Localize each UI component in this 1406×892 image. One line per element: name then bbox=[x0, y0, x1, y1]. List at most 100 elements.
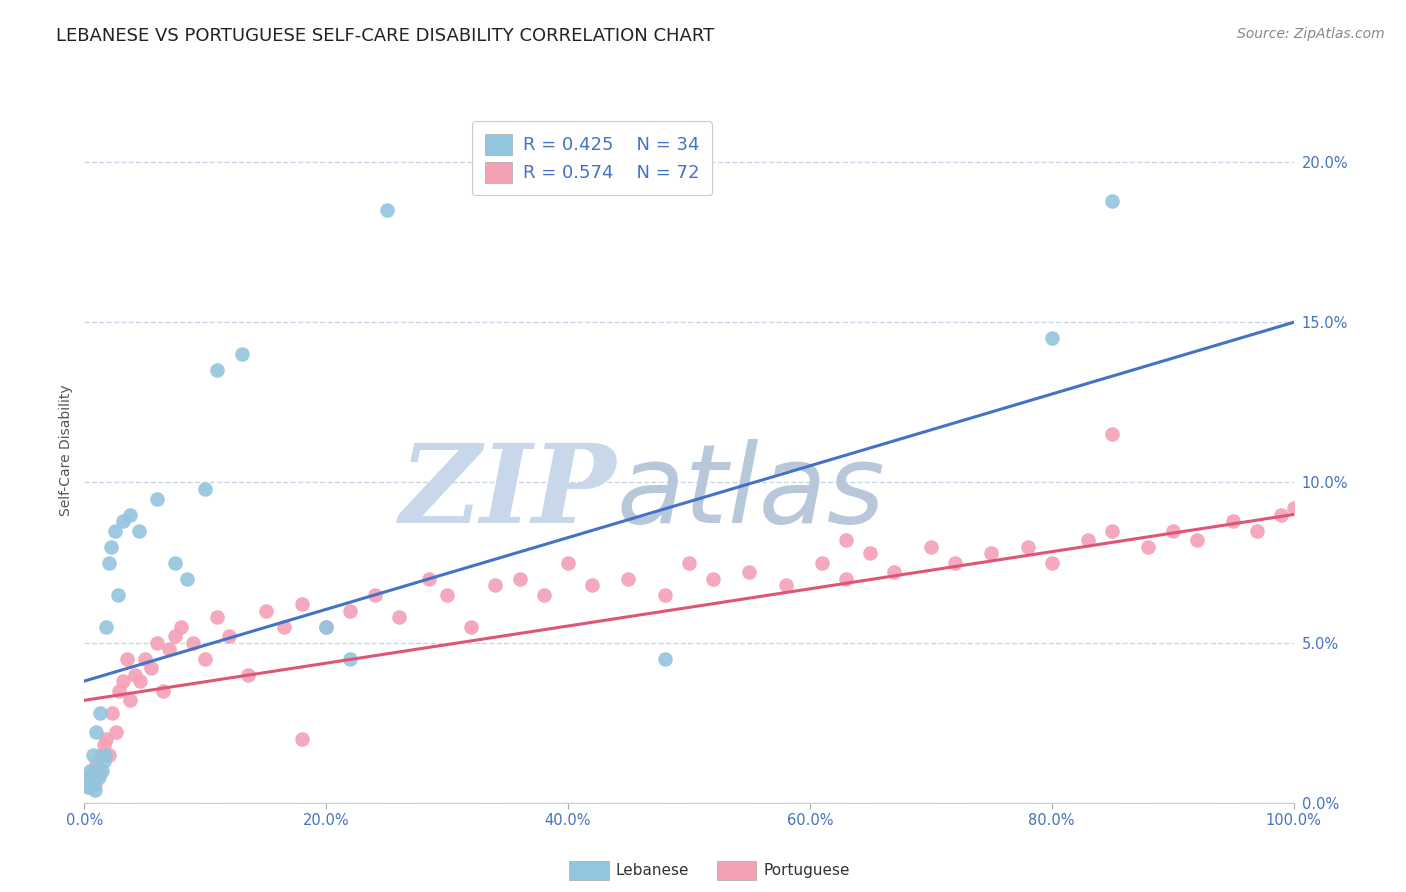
Point bbox=[509, 572, 531, 586]
Point bbox=[101, 706, 124, 720]
Point bbox=[883, 565, 905, 579]
Point bbox=[738, 565, 761, 579]
Point bbox=[129, 674, 152, 689]
Point bbox=[152, 683, 174, 698]
Point bbox=[77, 780, 100, 794]
Point bbox=[775, 578, 797, 592]
Point bbox=[112, 674, 135, 689]
Point bbox=[87, 767, 110, 781]
Point bbox=[90, 747, 112, 762]
Point bbox=[207, 363, 229, 377]
Point bbox=[165, 629, 187, 643]
Point bbox=[124, 667, 146, 681]
Point bbox=[181, 635, 204, 649]
Point bbox=[1101, 524, 1123, 538]
Point bbox=[104, 524, 127, 538]
Point bbox=[94, 747, 117, 762]
Point bbox=[100, 540, 122, 554]
Point bbox=[1017, 540, 1039, 554]
Point bbox=[77, 770, 100, 784]
Point bbox=[388, 610, 411, 624]
Point bbox=[97, 556, 120, 570]
Point bbox=[93, 738, 115, 752]
Point bbox=[1270, 508, 1292, 522]
Point bbox=[93, 754, 115, 768]
Point bbox=[315, 619, 337, 633]
Point bbox=[484, 578, 506, 592]
Point bbox=[86, 760, 108, 774]
Point bbox=[980, 546, 1002, 560]
Text: ZIP: ZIP bbox=[399, 439, 616, 547]
Point bbox=[291, 731, 314, 746]
Point bbox=[207, 610, 229, 624]
Point bbox=[418, 572, 440, 586]
Point bbox=[108, 683, 131, 698]
Point bbox=[112, 514, 135, 528]
Point bbox=[218, 629, 240, 643]
Point bbox=[236, 667, 259, 681]
Point bbox=[1137, 540, 1160, 554]
Legend: R = 0.425    N = 34, R = 0.574    N = 72: R = 0.425 N = 34, R = 0.574 N = 72 bbox=[472, 121, 711, 195]
Point bbox=[581, 578, 603, 592]
Point bbox=[920, 540, 942, 554]
Text: Portuguese: Portuguese bbox=[763, 863, 851, 878]
Text: Lebanese: Lebanese bbox=[616, 863, 689, 878]
Point bbox=[83, 767, 105, 781]
Point bbox=[943, 556, 966, 570]
Point bbox=[115, 651, 138, 665]
Text: LEBANESE VS PORTUGUESE SELF-CARE DISABILITY CORRELATION CHART: LEBANESE VS PORTUGUESE SELF-CARE DISABIL… bbox=[56, 27, 714, 45]
Point bbox=[859, 546, 882, 560]
Point bbox=[120, 508, 142, 522]
Point bbox=[1282, 501, 1305, 516]
Point bbox=[460, 619, 482, 633]
Point bbox=[77, 770, 100, 784]
Point bbox=[89, 706, 111, 720]
Point bbox=[533, 588, 555, 602]
Point bbox=[291, 597, 314, 611]
Point bbox=[1101, 427, 1123, 442]
Point bbox=[375, 203, 398, 218]
Point bbox=[139, 661, 162, 675]
Point bbox=[557, 556, 579, 570]
Point bbox=[1077, 533, 1099, 548]
Point bbox=[702, 572, 724, 586]
Point bbox=[128, 524, 150, 538]
Point bbox=[82, 764, 104, 778]
Point bbox=[94, 619, 117, 633]
Point bbox=[165, 556, 187, 570]
Point bbox=[91, 764, 114, 778]
Point bbox=[146, 635, 169, 649]
Point bbox=[157, 642, 180, 657]
Point bbox=[104, 725, 127, 739]
Point bbox=[363, 588, 385, 602]
Point bbox=[87, 770, 110, 784]
Point bbox=[86, 725, 108, 739]
Point bbox=[134, 651, 156, 665]
Point bbox=[82, 747, 104, 762]
Point bbox=[617, 572, 640, 586]
Point bbox=[835, 572, 858, 586]
Point bbox=[1101, 194, 1123, 208]
Point bbox=[678, 556, 700, 570]
Point bbox=[315, 619, 337, 633]
Y-axis label: Self-Care Disability: Self-Care Disability bbox=[59, 384, 73, 516]
Point bbox=[194, 482, 217, 496]
Point bbox=[94, 731, 117, 746]
Point bbox=[231, 347, 253, 361]
Point bbox=[1040, 556, 1063, 570]
Point bbox=[194, 651, 217, 665]
Point bbox=[79, 780, 101, 794]
Point bbox=[80, 776, 103, 790]
Point bbox=[654, 588, 676, 602]
Point bbox=[1185, 533, 1208, 548]
Point bbox=[84, 783, 107, 797]
Point bbox=[436, 588, 458, 602]
Point bbox=[176, 572, 198, 586]
Point bbox=[146, 491, 169, 506]
Point bbox=[1222, 514, 1244, 528]
Point bbox=[170, 619, 193, 633]
Point bbox=[84, 776, 107, 790]
Point bbox=[1161, 524, 1184, 538]
Point bbox=[339, 604, 361, 618]
Point bbox=[835, 533, 858, 548]
